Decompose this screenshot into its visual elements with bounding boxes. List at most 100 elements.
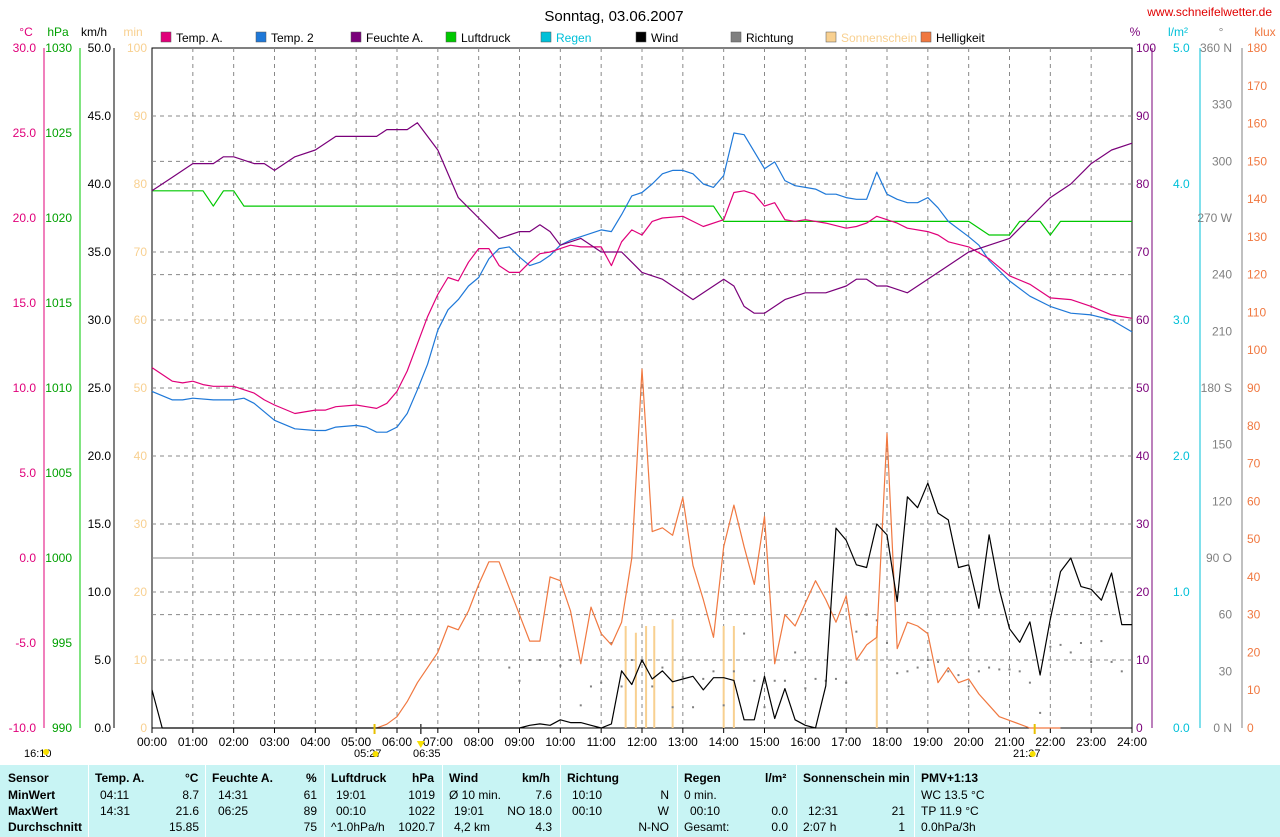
direction-point <box>855 630 858 633</box>
direction-point <box>743 632 746 635</box>
x-tick-label: 20:00 <box>954 735 984 749</box>
direction-point <box>1008 668 1011 671</box>
temp-tick-label: 5.0 <box>19 466 36 480</box>
legend-swatch <box>825 31 837 43</box>
wind-tick-label: 50.0 <box>88 41 112 55</box>
humidity-tick-label: 80 <box>1136 177 1150 191</box>
stats-value: 1022 <box>408 804 435 818</box>
weather-chart: Sonntag, 03.06.2007 www.schneifelwetter.… <box>9 5 1276 760</box>
sun-tick-label: 0 <box>140 721 147 735</box>
pressure-tick-label: 1000 <box>45 551 72 565</box>
light-tick-label: 50 <box>1247 532 1261 546</box>
sun-tick-label: 80 <box>134 177 148 191</box>
x-tick-label: 08:00 <box>464 735 494 749</box>
x-tick-label: 22:00 <box>1035 735 1065 749</box>
sun-tick-label: 40 <box>134 449 148 463</box>
divider <box>560 765 561 837</box>
pressure-tick-label: 1010 <box>45 381 72 395</box>
direction-point <box>559 664 562 667</box>
stats-value: 0.0 <box>771 804 788 818</box>
direction-point <box>773 679 776 682</box>
direction-point <box>1028 681 1031 684</box>
humidity-tick-label: 40 <box>1136 449 1150 463</box>
stats-distance: 4,2 km <box>454 820 491 834</box>
unit-wind: km/h <box>81 25 107 39</box>
pressure-tick-label: 1015 <box>45 296 72 310</box>
light-tick-label: 80 <box>1247 419 1261 433</box>
direction-point <box>692 706 695 709</box>
stats-value: W <box>657 804 669 818</box>
direction-tick-label: 0 N <box>1213 721 1232 735</box>
direction-point <box>998 668 1001 671</box>
temp-tick-label: 30.0 <box>13 41 37 55</box>
divider <box>677 765 678 837</box>
stats-time: 00:10 <box>690 804 721 818</box>
stats-value: 89 <box>303 804 317 818</box>
light-tick-label: 30 <box>1247 608 1261 622</box>
direction-point <box>732 670 735 673</box>
x-tick-label: 04:00 <box>300 735 330 749</box>
direction-point <box>1069 651 1072 654</box>
legend: Temp. A. Temp. 2 Feuchte A. Luftdruck Regen W… <box>160 31 985 45</box>
light-tick-label: 60 <box>1247 494 1261 508</box>
stats-header-sensor: Sensor <box>8 771 49 785</box>
legend-swatch <box>445 31 457 43</box>
stats-header-luftdruck: Luftdruck <box>331 771 387 785</box>
series-line-feuchte-a- <box>151 122 1133 314</box>
stats-row-label: Durchschnitt <box>8 820 83 834</box>
stats-duration: 2:07 h <box>803 820 837 834</box>
direction-point <box>661 666 664 669</box>
direction-point <box>906 670 909 673</box>
rain-tick-label: 2.0 <box>1173 449 1190 463</box>
stats-duration: 0 min. <box>684 788 717 802</box>
direction-tick-label: 60 <box>1219 608 1233 622</box>
stats-row-label: MinWert <box>8 788 56 802</box>
stats-time: 04:11 <box>100 788 130 802</box>
x-tick-label: 12:00 <box>627 735 657 749</box>
stats-unit-regen: l/m² <box>765 771 787 785</box>
sunrise-time: 05:27 <box>354 748 382 760</box>
stats-time: 14:31 <box>100 804 131 818</box>
series-line-temp-2 <box>151 132 1133 433</box>
direction-tick-label: 150 <box>1212 438 1232 452</box>
x-tick-label: 11:00 <box>587 735 616 749</box>
light-tick-label: 180 <box>1247 41 1267 55</box>
temp-tick-label: 15.0 <box>13 296 37 310</box>
wind-tick-label: 35.0 <box>88 245 112 259</box>
pressure-tick-label: 995 <box>52 636 72 650</box>
legend-label: Helligkeit <box>936 31 985 45</box>
direction-tick-label: 30 <box>1219 664 1233 678</box>
site-link[interactable]: www.schneifelwetter.de <box>1146 5 1272 19</box>
stats-value: N <box>660 788 669 802</box>
temp-tick-label: 0.0 <box>19 551 36 565</box>
wind-tick-label: 30.0 <box>88 313 112 327</box>
x-tick-label: 17:00 <box>831 735 861 749</box>
legend-swatch <box>160 31 172 43</box>
divider <box>442 765 443 837</box>
wind-tick-label: 10.0 <box>88 585 112 599</box>
direction-point <box>620 685 623 688</box>
light-tick-label: 110 <box>1247 305 1266 319</box>
x-tick-label: 19:00 <box>913 735 943 749</box>
light-tick-label: 140 <box>1247 192 1267 206</box>
series-line-helligkeit <box>376 368 1061 729</box>
legend-label: Temp. A. <box>176 31 223 45</box>
x-tick-label: 05:00 <box>341 735 371 749</box>
wind-tick-label: 5.0 <box>94 653 111 667</box>
divider <box>205 765 206 837</box>
stats-header-richtung: Richtung <box>567 771 619 785</box>
direction-point <box>967 685 970 688</box>
legend-swatch <box>730 31 742 43</box>
x-tick-label: 24:00 <box>1117 735 1147 749</box>
legend-label: Richtung <box>746 31 793 45</box>
stats-time: 19:01 <box>454 804 485 818</box>
x-tick-label: 14:00 <box>709 735 739 749</box>
direction-point <box>589 685 592 688</box>
stats-time: 10:10 <box>572 788 603 802</box>
light-tick-label: 120 <box>1247 268 1267 282</box>
sun-events: 16:10 05:27 06:35 21:37 <box>24 724 1041 760</box>
chart-title: Sonntag, 03.06.2007 <box>544 8 683 25</box>
direction-point <box>508 666 511 669</box>
wind-tick-label: 15.0 <box>88 517 112 531</box>
stats-pressure-trend: 0.0hPa/3h <box>921 820 976 834</box>
